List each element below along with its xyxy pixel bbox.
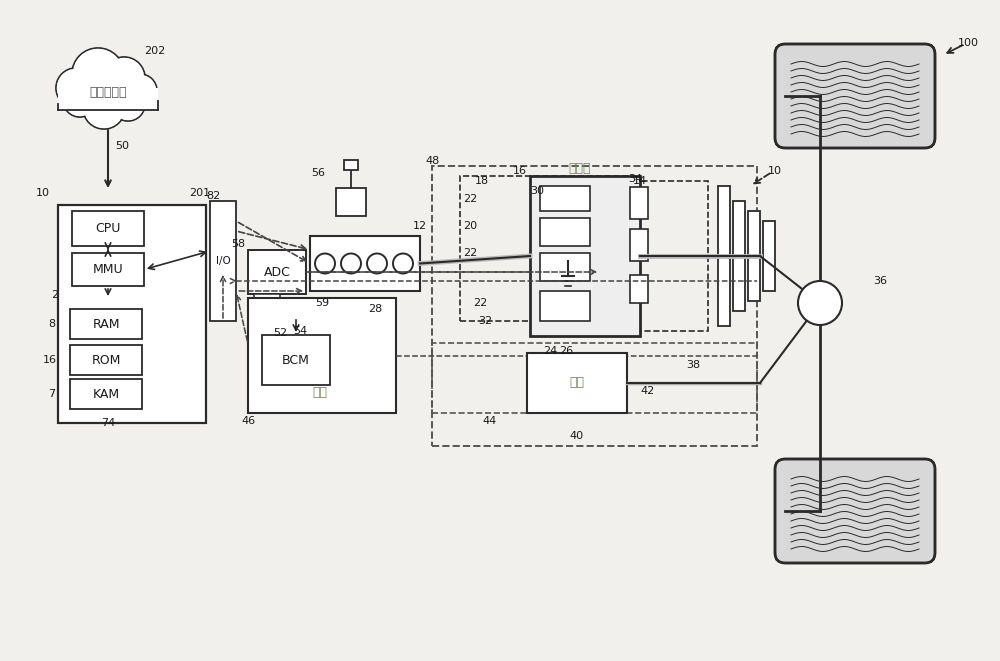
Text: 201: 201: [189, 188, 211, 198]
Circle shape: [124, 75, 156, 106]
Text: 24: 24: [543, 346, 557, 356]
FancyBboxPatch shape: [630, 229, 648, 261]
Text: 74: 74: [101, 418, 115, 428]
Text: 28: 28: [368, 304, 382, 314]
FancyBboxPatch shape: [254, 294, 280, 308]
Circle shape: [83, 87, 125, 129]
FancyBboxPatch shape: [540, 218, 590, 246]
FancyBboxPatch shape: [630, 275, 648, 303]
FancyBboxPatch shape: [262, 335, 330, 385]
FancyBboxPatch shape: [72, 253, 144, 286]
Circle shape: [58, 69, 94, 106]
Text: 40: 40: [570, 431, 584, 441]
Text: 18: 18: [475, 176, 489, 186]
Circle shape: [56, 68, 96, 108]
Text: 54: 54: [293, 326, 307, 336]
Circle shape: [74, 50, 122, 98]
Text: 7: 7: [48, 389, 56, 399]
FancyBboxPatch shape: [248, 298, 396, 413]
Text: 22: 22: [463, 248, 477, 258]
FancyBboxPatch shape: [210, 201, 236, 321]
Text: ROM: ROM: [91, 354, 121, 366]
FancyBboxPatch shape: [336, 188, 366, 216]
Text: 32: 32: [478, 316, 492, 326]
FancyBboxPatch shape: [248, 250, 306, 294]
Text: 36: 36: [873, 276, 887, 286]
Text: CPU: CPU: [95, 222, 121, 235]
Text: 云计算系统: 云计算系统: [89, 85, 127, 98]
Text: 14: 14: [633, 176, 647, 186]
FancyBboxPatch shape: [310, 236, 420, 291]
Text: 30: 30: [530, 186, 544, 196]
FancyBboxPatch shape: [70, 309, 142, 339]
Text: 44: 44: [483, 416, 497, 426]
Circle shape: [798, 281, 842, 325]
FancyBboxPatch shape: [58, 205, 206, 423]
Text: 59: 59: [315, 298, 329, 308]
FancyBboxPatch shape: [58, 88, 158, 110]
Text: 34: 34: [628, 174, 642, 184]
Text: 100: 100: [958, 38, 978, 48]
FancyBboxPatch shape: [530, 176, 640, 336]
Circle shape: [84, 89, 124, 128]
Text: 48: 48: [426, 156, 440, 166]
FancyBboxPatch shape: [630, 187, 648, 219]
FancyBboxPatch shape: [763, 221, 775, 291]
Text: 50: 50: [115, 141, 129, 151]
Text: 26: 26: [559, 346, 573, 356]
FancyBboxPatch shape: [540, 186, 590, 211]
FancyBboxPatch shape: [72, 211, 144, 246]
FancyBboxPatch shape: [775, 44, 935, 148]
Text: 38: 38: [686, 360, 700, 370]
FancyBboxPatch shape: [527, 353, 627, 413]
Text: RAM: RAM: [92, 317, 120, 330]
Text: MMU: MMU: [93, 263, 123, 276]
Text: I/O: I/O: [216, 256, 230, 266]
Text: 58: 58: [231, 239, 245, 249]
Circle shape: [64, 85, 96, 116]
FancyBboxPatch shape: [344, 160, 358, 170]
Text: 42: 42: [641, 386, 655, 396]
Circle shape: [123, 74, 157, 108]
Text: 16: 16: [513, 166, 527, 176]
Circle shape: [72, 48, 124, 100]
FancyBboxPatch shape: [70, 345, 142, 375]
Text: 20: 20: [463, 221, 477, 231]
Text: ADC: ADC: [264, 266, 290, 278]
Circle shape: [63, 83, 97, 117]
Text: 16: 16: [43, 355, 57, 365]
Text: 22: 22: [473, 298, 487, 308]
Text: 2: 2: [51, 290, 59, 300]
FancyBboxPatch shape: [733, 201, 745, 311]
FancyBboxPatch shape: [540, 253, 590, 281]
Circle shape: [103, 57, 145, 99]
Text: 56: 56: [311, 168, 325, 178]
Text: 82: 82: [206, 191, 220, 201]
Text: 马达: 马达: [570, 377, 584, 389]
FancyBboxPatch shape: [70, 379, 142, 409]
FancyBboxPatch shape: [718, 186, 730, 326]
Circle shape: [111, 87, 145, 121]
Text: 10: 10: [768, 166, 782, 176]
FancyBboxPatch shape: [775, 459, 935, 563]
Text: 46: 46: [241, 416, 255, 426]
Text: 22: 22: [463, 194, 477, 204]
Text: 202: 202: [144, 46, 166, 56]
FancyBboxPatch shape: [748, 211, 760, 301]
FancyBboxPatch shape: [540, 291, 590, 321]
Text: 52: 52: [273, 328, 287, 338]
Text: 10: 10: [36, 188, 50, 198]
Circle shape: [104, 59, 144, 98]
Text: 电池: 电池: [312, 387, 328, 399]
Text: 8: 8: [48, 319, 56, 329]
Circle shape: [112, 89, 144, 120]
Text: 发电机: 发电机: [569, 163, 591, 176]
Text: KAM: KAM: [92, 387, 120, 401]
Text: BCM: BCM: [282, 354, 310, 366]
Text: 12: 12: [413, 221, 427, 231]
